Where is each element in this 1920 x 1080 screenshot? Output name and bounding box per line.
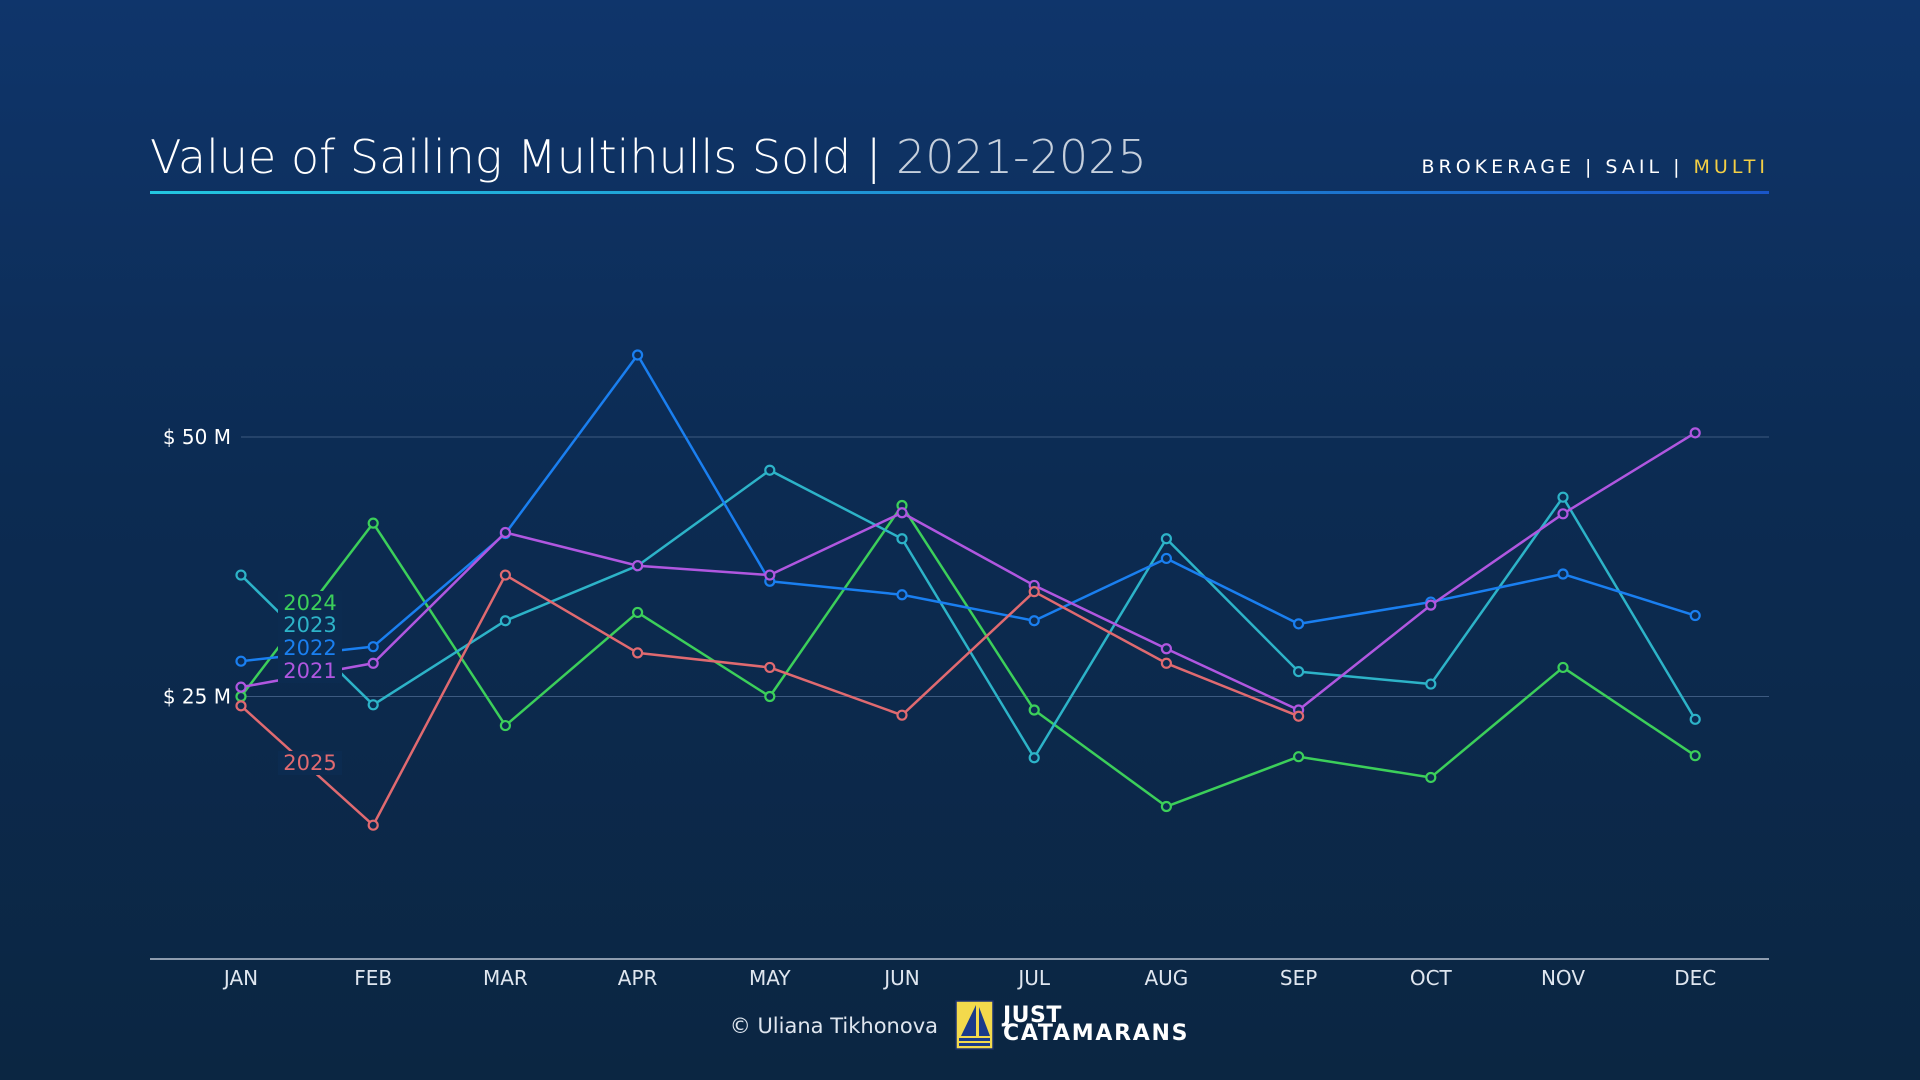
title-years: 2021-2025 [896, 130, 1147, 184]
data-point[interactable] [499, 569, 511, 581]
data-point[interactable] [1689, 713, 1701, 725]
data-point[interactable] [631, 560, 644, 572]
x-tick-label: JAN [222, 966, 258, 990]
series-label-2022: 2022 [283, 636, 336, 660]
data-point[interactable] [1425, 771, 1437, 784]
data-point[interactable] [1292, 710, 1305, 722]
data-point[interactable] [1160, 533, 1173, 545]
x-tick-label: JUL [1016, 966, 1051, 990]
data-point[interactable] [1689, 609, 1701, 622]
series-label-2024: 2024 [283, 591, 336, 615]
series-line-2021 [240, 431, 1696, 712]
grid: $ 25 M $ 50 M [163, 425, 1769, 709]
data-point[interactable] [367, 657, 379, 669]
data-point[interactable] [1160, 800, 1173, 813]
data-point[interactable] [1292, 665, 1305, 678]
data-point[interactable] [764, 464, 776, 476]
x-axis-ticks: JAN FEB MAR APR MAY JUN JUL AUG SEP OCT NOV DEC [222, 966, 1716, 990]
data-point[interactable] [1028, 704, 1040, 716]
series-2023 [235, 464, 1701, 764]
x-tick-label: APR [618, 966, 658, 990]
series-line-2023 [240, 468, 1697, 759]
data-point[interactable] [499, 719, 511, 732]
series-line-2022 [240, 353, 1696, 663]
x-tick-label: NOV [1541, 966, 1585, 990]
data-point[interactable] [764, 569, 776, 581]
x-tick-label: FEB [354, 966, 392, 990]
data-point[interactable] [764, 661, 776, 674]
series-2022 [235, 349, 1701, 667]
data-point[interactable] [896, 709, 908, 721]
credit-text: © Uliana Tikhonova [730, 1014, 938, 1038]
data-point[interactable] [367, 517, 379, 529]
data-point[interactable] [896, 533, 908, 545]
label-backdrop [278, 751, 342, 775]
data-point[interactable] [1160, 657, 1173, 669]
label-backdrop [278, 659, 342, 683]
data-point[interactable] [1292, 618, 1305, 630]
data-point[interactable] [1557, 508, 1569, 520]
x-tick-label: JUN [882, 966, 920, 990]
data-point[interactable] [1689, 750, 1701, 762]
series-line-2024 [240, 504, 1696, 808]
x-tick-label: DEC [1674, 966, 1716, 990]
label-backdrop [278, 591, 342, 615]
series-lines [235, 349, 1701, 831]
data-point[interactable] [367, 819, 379, 831]
data-point[interactable] [235, 700, 247, 712]
data-point[interactable] [499, 615, 511, 627]
series-label-2025: 2025 [283, 751, 336, 775]
label-backdrop [278, 636, 342, 660]
series-2021 [235, 427, 1701, 716]
header-rule [150, 191, 1769, 194]
data-point[interactable] [1689, 427, 1701, 439]
label-backdrop [278, 613, 342, 637]
data-point[interactable] [1028, 615, 1040, 627]
data-point[interactable] [1292, 751, 1305, 763]
x-tick-label: OCT [1410, 966, 1453, 990]
data-point[interactable] [1557, 661, 1569, 674]
just-catamarans-logo: JUST CATAMARANS [955, 1000, 1188, 1050]
data-point[interactable] [1557, 568, 1569, 580]
data-point[interactable] [764, 690, 776, 703]
series-label-2023: 2023 [283, 613, 336, 637]
data-point[interactable] [1160, 643, 1173, 655]
data-point[interactable] [1028, 752, 1040, 764]
data-point[interactable] [1557, 491, 1569, 503]
data-point[interactable] [235, 655, 247, 667]
logo-line1: JUST [1001, 1003, 1062, 1028]
x-tick-label: MAR [483, 966, 528, 990]
data-point[interactable] [235, 681, 247, 693]
data-point[interactable] [367, 641, 379, 653]
data-point[interactable] [235, 690, 247, 703]
data-point[interactable] [235, 569, 247, 581]
data-point[interactable] [1425, 678, 1437, 690]
x-tick-label: SEP [1280, 966, 1317, 990]
data-point[interactable] [631, 349, 644, 361]
y-tick-label: $ 50 M [163, 425, 231, 449]
category-tag-highlight: MULTI [1694, 156, 1769, 178]
logo-line2: CATAMARANS [1003, 1021, 1188, 1046]
data-point[interactable] [1028, 586, 1040, 598]
x-tick-label: MAY [749, 966, 791, 990]
data-point[interactable] [631, 647, 644, 659]
data-point[interactable] [367, 699, 379, 711]
data-point[interactable] [1425, 599, 1437, 611]
series-label-2021: 2021 [283, 659, 336, 683]
series-2024 [235, 499, 1701, 813]
y-tick-label: $ 25 M [163, 685, 231, 709]
data-point[interactable] [631, 606, 644, 619]
data-point[interactable] [896, 507, 908, 519]
data-point[interactable] [1160, 552, 1173, 565]
category-tag: BROKERAGE | SAIL | MULTI [1421, 156, 1769, 178]
x-tick-label: AUG [1144, 966, 1188, 990]
chart-title: Value of Sailing Multihulls Sold | 2021-… [150, 130, 1147, 185]
series-2025 [235, 569, 1305, 831]
data-point[interactable] [499, 526, 511, 539]
data-point[interactable] [896, 589, 908, 601]
